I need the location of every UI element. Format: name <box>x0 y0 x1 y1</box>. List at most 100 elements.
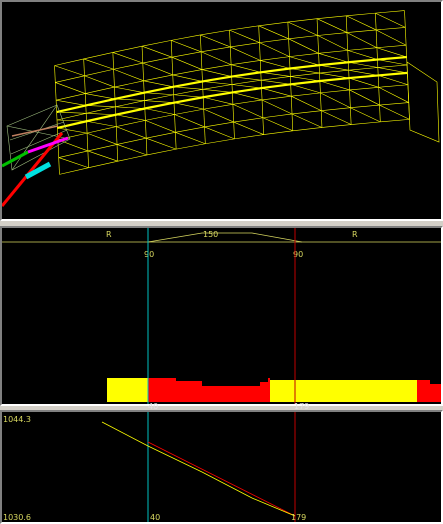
mesh-line <box>145 138 148 155</box>
mesh-line <box>175 132 177 150</box>
mesh-line <box>291 113 323 128</box>
profile-fill-yellow-left <box>107 378 148 402</box>
mesh-line <box>112 52 143 64</box>
mesh-line <box>86 133 89 151</box>
y-max-label: 1044.3 <box>3 415 31 424</box>
mesh-line <box>57 139 88 152</box>
mesh-line <box>202 97 205 110</box>
mesh-line <box>115 106 145 109</box>
mesh-line <box>86 113 116 116</box>
mesh-line <box>171 56 203 70</box>
mesh-line <box>375 13 377 30</box>
red-bottom-value: 179 <box>294 402 310 411</box>
mesh-line <box>348 77 379 88</box>
mesh-line <box>316 18 348 33</box>
mesh-line <box>56 119 87 122</box>
mesh-line <box>260 71 291 77</box>
mesh-line <box>233 121 264 135</box>
mesh-line <box>203 96 233 105</box>
mesh-line <box>173 86 203 90</box>
mesh-line <box>116 126 147 139</box>
mesh-line <box>204 126 206 144</box>
wireframe-canvas[interactable] <box>2 2 441 219</box>
mesh-line <box>320 92 351 108</box>
mesh-line <box>203 109 205 127</box>
elevation-red-line <box>147 441 296 517</box>
mesh-line <box>259 42 261 61</box>
mesh-line <box>287 21 318 36</box>
mesh-line <box>113 69 115 88</box>
mesh-line <box>346 15 377 31</box>
profile-canvas[interactable]: R 150 R 90 90 40 <box>2 228 441 404</box>
mesh-line <box>233 122 235 139</box>
mesh-line <box>345 15 348 33</box>
mesh-line <box>375 29 378 48</box>
mesh-line <box>288 38 290 57</box>
mesh-line <box>379 105 381 122</box>
profile-panel[interactable]: R 150 R 90 90 40 <box>0 226 443 406</box>
red-cursor-top-label: 90 <box>293 250 303 259</box>
mesh-line <box>378 87 380 106</box>
mesh-line <box>261 99 293 115</box>
mesh-end-box <box>406 61 440 143</box>
mesh-line <box>115 114 146 121</box>
mesh-line <box>319 80 350 91</box>
elevation-panel[interactable]: 1044.3 1030.6 40 179 <box>0 410 443 524</box>
mesh-line <box>316 18 319 36</box>
mesh-line <box>261 88 263 100</box>
mesh-line <box>348 61 378 68</box>
mesh-line <box>146 137 177 150</box>
mesh-line <box>200 34 231 48</box>
mesh-line <box>258 25 260 43</box>
mesh-line <box>405 45 407 58</box>
mesh-line <box>58 157 89 169</box>
mesh-line <box>348 78 350 90</box>
mesh-line <box>319 64 349 71</box>
mesh-line <box>346 32 378 48</box>
mesh-line <box>85 93 116 100</box>
mesh-line <box>144 100 175 103</box>
mesh-line <box>404 10 406 28</box>
mesh-line <box>142 63 144 81</box>
3d-viewport[interactable] <box>0 0 443 221</box>
green-axis-line <box>2 150 29 168</box>
mesh-line <box>287 22 289 39</box>
mesh-line <box>288 38 319 54</box>
mesh-line <box>172 74 174 87</box>
mesh-line <box>404 27 407 46</box>
mesh-line <box>376 47 378 60</box>
mesh-line <box>350 107 381 123</box>
mesh-line <box>289 68 320 74</box>
mesh-line <box>87 150 89 168</box>
mesh-line <box>203 108 234 123</box>
label-r-left: R <box>106 230 112 239</box>
mesh-line <box>87 150 118 162</box>
mesh-line <box>202 81 233 85</box>
mesh-line <box>204 126 235 140</box>
mesh-line <box>318 53 349 63</box>
mesh-line <box>231 64 261 73</box>
mesh-line <box>346 32 349 51</box>
mesh-line <box>376 47 407 58</box>
mesh-line <box>114 87 116 99</box>
mesh-line <box>259 42 290 57</box>
mesh-line <box>175 132 206 145</box>
label-150: 150 <box>203 230 218 239</box>
mesh-line <box>86 121 88 134</box>
mesh-line <box>200 34 202 52</box>
mesh-line <box>290 84 292 97</box>
mesh-line <box>321 110 352 125</box>
magenta-axis-line <box>27 136 69 154</box>
mesh-line <box>84 75 115 88</box>
elevation-yellow-line <box>101 421 296 517</box>
elevation-canvas[interactable]: 1044.3 1030.6 40 179 <box>2 412 441 522</box>
mesh-line <box>347 50 349 63</box>
mesh-line <box>58 157 60 175</box>
mesh-line <box>232 92 234 105</box>
mesh-line <box>232 92 263 101</box>
profile-cursor-strip: 40 179 <box>0 400 443 412</box>
mesh-line <box>258 25 289 40</box>
mesh-line <box>54 65 56 83</box>
mesh-line <box>201 51 232 66</box>
mesh-line <box>348 69 379 76</box>
